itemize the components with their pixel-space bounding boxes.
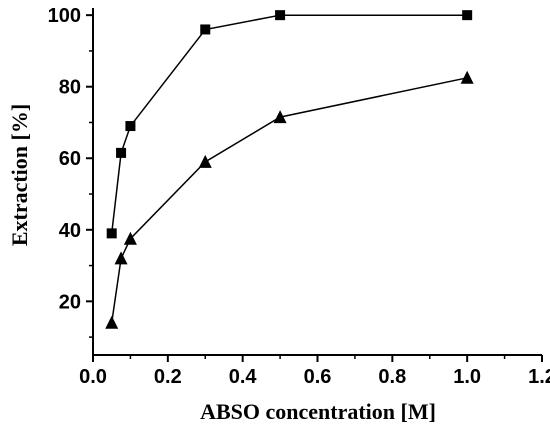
plot-frame (92, 8, 542, 356)
x-tick-label: 0.8 (378, 366, 406, 388)
y-axis-ticks: 20 40 60 80 100 (48, 5, 93, 338)
triangle-marker (198, 154, 212, 168)
triangle-marker (273, 110, 287, 124)
y-tick-label: 100 (48, 5, 81, 27)
series-square (106, 10, 473, 239)
square-marker (462, 10, 473, 21)
triangle-marker (114, 251, 128, 265)
triangle-marker (123, 231, 137, 245)
y-tick-label: 60 (59, 148, 81, 170)
square-marker (200, 24, 211, 35)
square-marker (125, 121, 136, 132)
x-axis-ticks: 0.0 0.2 0.4 0.6 0.8 1.0 1.2 (79, 355, 550, 388)
y-axis-title: Extraction [%] (7, 104, 32, 246)
square-marker (116, 147, 127, 158)
x-tick-label: 1.0 (453, 366, 481, 388)
y-tick-label: 20 (59, 291, 81, 313)
series-line (110, 14, 468, 234)
x-tick-label: 0.4 (229, 366, 258, 388)
x-axis-title: ABSO concentration [M] (200, 399, 436, 424)
series-line (110, 77, 468, 323)
series-triangle (105, 70, 474, 329)
y-tick-label: 40 (59, 220, 81, 242)
series-layer (105, 10, 474, 329)
triangle-marker (460, 70, 474, 84)
x-tick-label: 1.2 (528, 366, 550, 388)
triangle-marker (105, 315, 119, 329)
square-marker (106, 228, 117, 239)
y-tick-label: 80 (59, 77, 81, 99)
x-tick-label: 0.2 (154, 366, 182, 388)
square-marker (275, 10, 286, 21)
x-tick-label: 0.0 (79, 366, 107, 388)
x-tick-label: 0.6 (304, 366, 332, 388)
